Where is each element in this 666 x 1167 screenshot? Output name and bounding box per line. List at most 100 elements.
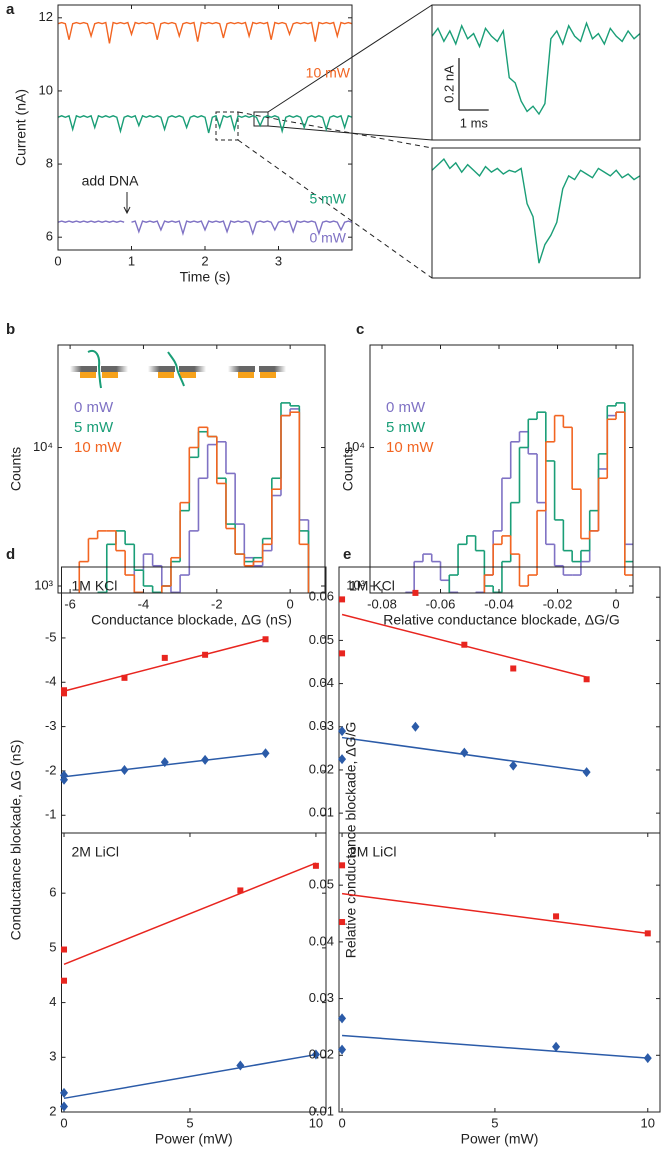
marker — [339, 596, 346, 603]
legend-label: 0 mW — [74, 399, 114, 416]
histogram-riser — [483, 412, 633, 593]
marker — [121, 674, 128, 681]
annotation: 2M LiCl — [349, 844, 396, 860]
marker — [61, 977, 68, 984]
marker — [582, 767, 591, 778]
y-tick-label: 0.04 — [309, 933, 334, 948]
y-tick-label: 0.05 — [309, 632, 334, 647]
zoom-line-dashed — [237, 139, 433, 279]
axes-frame — [369, 344, 634, 594]
x-tick-label: 2 — [201, 253, 208, 268]
dna-strand — [167, 351, 185, 387]
y-tick-label: -1 — [45, 807, 57, 822]
plot-area — [63, 862, 317, 1100]
x-tick-label: 0 — [60, 1115, 67, 1130]
x-axis-label: Relative conductance blockade, ΔG/G — [383, 612, 620, 628]
zoom-line — [267, 4, 433, 113]
marker — [236, 1060, 245, 1071]
zoom-box — [253, 111, 269, 127]
x-tick-label: 5 — [491, 1115, 498, 1130]
legend-label: 5 mW — [386, 419, 426, 436]
axes-frame — [57, 4, 353, 251]
axes-frame — [431, 147, 641, 279]
marker — [201, 754, 210, 765]
marker — [120, 765, 129, 776]
marker — [553, 913, 560, 920]
x-axis-label: Power (mW) — [461, 1131, 539, 1147]
marker — [339, 862, 346, 869]
annotation: 1M KCl — [349, 578, 395, 594]
marker — [461, 641, 468, 648]
marker — [509, 760, 518, 771]
y-tick-label: 5 — [49, 939, 56, 954]
y-tick-label: -2 — [45, 762, 57, 777]
y-tick-label: 0.06 — [309, 589, 334, 604]
y-tick-label: 6 — [46, 229, 53, 244]
y-axis-label: Relative conductance blockade, ΔG/G — [343, 722, 359, 959]
legend-label: 10 mW — [74, 439, 122, 456]
dna-strand — [87, 350, 102, 389]
y-tick-label: 2 — [49, 1103, 56, 1118]
marker — [161, 654, 168, 661]
marker — [412, 589, 419, 596]
marker — [312, 862, 319, 869]
annotation: add DNA — [82, 173, 139, 189]
panel-label: c — [356, 321, 364, 338]
y-tick-label: 8 — [46, 156, 53, 171]
marker — [202, 651, 209, 658]
fit-line — [342, 1034, 648, 1059]
x-tick-label: 0 — [54, 253, 61, 268]
panel-label: a — [6, 1, 15, 18]
y-axis-label: Conductance blockade, ΔG (nS) — [8, 740, 24, 941]
marker — [460, 747, 469, 758]
marker — [261, 748, 270, 759]
electrode — [80, 372, 96, 378]
marker — [262, 636, 269, 643]
panel-label: e — [343, 546, 351, 563]
marker — [338, 1044, 347, 1055]
trace — [58, 114, 352, 134]
electrode — [158, 372, 174, 378]
panel-label: b — [6, 321, 15, 338]
electrode — [180, 372, 196, 378]
zoom-guides — [123, 4, 433, 279]
y-tick-label: -4 — [45, 674, 57, 689]
marker — [60, 770, 69, 781]
marker — [311, 1049, 320, 1060]
marker — [61, 690, 68, 697]
x-tick-label: -0.04 — [484, 596, 514, 611]
electrode — [102, 372, 118, 378]
y-tick-label: 0.01 — [309, 1103, 334, 1118]
y-axis-label: Counts — [8, 447, 24, 491]
marker — [339, 650, 346, 657]
marker — [338, 726, 347, 737]
trace — [432, 21, 640, 116]
marker — [644, 930, 651, 937]
legend-label: 0 mW — [386, 399, 426, 416]
series-label: 5 mW — [309, 191, 346, 207]
marker — [552, 1041, 561, 1052]
pore-icons — [70, 350, 286, 389]
histogram-riser — [404, 412, 633, 593]
x-tick-label: -2 — [211, 596, 223, 611]
y-tick-label: 10 — [39, 82, 53, 97]
scalebar-label: 1 ms — [460, 115, 489, 130]
y-tick-label: 0.03 — [309, 718, 334, 733]
histogram-riser — [78, 412, 310, 593]
annotation: 1M KCl — [72, 578, 118, 594]
y-tick-label: 0.05 — [309, 877, 334, 892]
y-tick-label: 0.02 — [309, 761, 334, 776]
series-label: 0 mW — [309, 230, 346, 246]
y-axis-label: Current (nA) — [13, 89, 29, 166]
legend-label: 5 mW — [74, 419, 114, 436]
pore — [175, 365, 179, 379]
marker — [60, 1101, 69, 1112]
legend-label: 10 mW — [386, 439, 434, 456]
series-label: 10 mW — [306, 65, 351, 81]
x-tick-label: 10 — [641, 1115, 655, 1130]
x-tick-label: -4 — [138, 596, 150, 611]
x-tick-label: 5 — [186, 1115, 193, 1130]
x-tick-label: -0.06 — [426, 596, 456, 611]
